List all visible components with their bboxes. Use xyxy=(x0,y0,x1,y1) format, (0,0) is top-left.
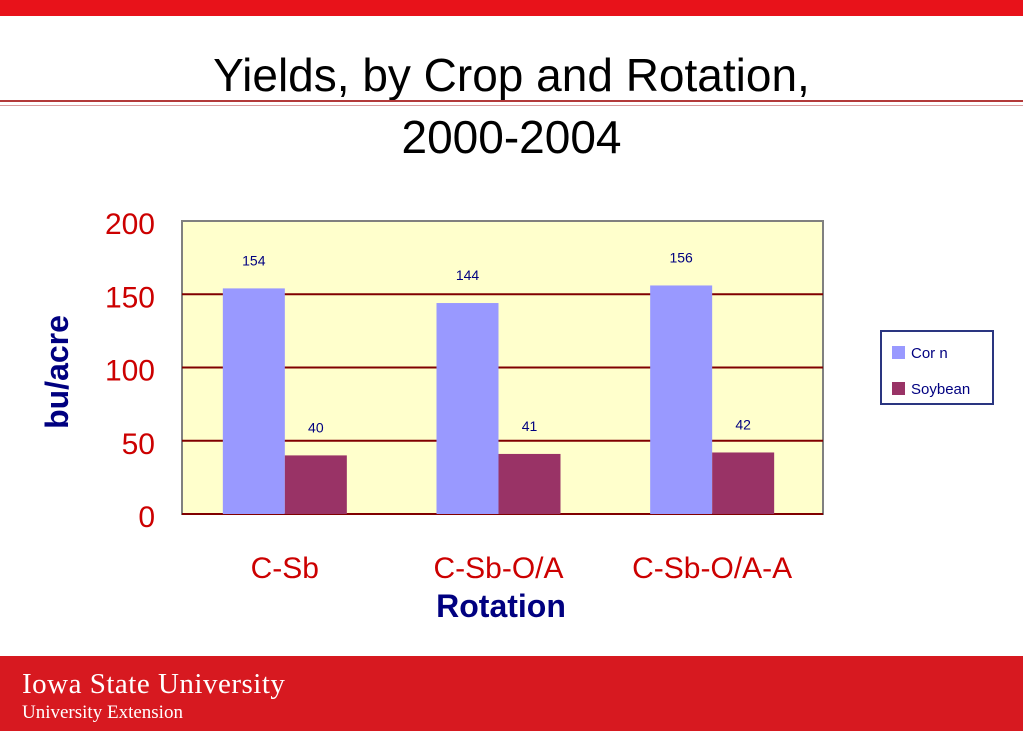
footer-band: Iowa State University University Extensi… xyxy=(0,656,1023,731)
extension-text: University Extension xyxy=(22,702,183,723)
top-red-band xyxy=(0,0,1023,16)
bar-soybean xyxy=(712,452,775,514)
legend-label-soybean: Soybean xyxy=(911,381,970,398)
bar-value-label: 41 xyxy=(522,418,538,434)
bar-corn xyxy=(222,288,285,514)
slide-title-line-1: Yields, by Crop and Rotation, xyxy=(213,49,810,101)
slide-title: Yields, by Crop and Rotation, 2000-2004 xyxy=(0,44,1023,168)
bar-soybean xyxy=(498,453,561,514)
x-tick-labels: C-Sb C-Sb-O/A C-Sb-O/A-A xyxy=(251,552,793,585)
slide-title-line-2: 2000-2004 xyxy=(401,111,622,163)
bar-corn xyxy=(650,285,713,514)
legend-swatch-soybean xyxy=(892,382,905,395)
university-logo-text: Iowa State University xyxy=(22,668,286,700)
bar-value-label: 156 xyxy=(669,249,693,265)
y-tick-labels: 0 50 100 150 200 xyxy=(105,208,155,534)
bar-corn xyxy=(436,303,499,514)
bar-chart: 154 40 144 41 156 42 0 50 100 150 200 C-Sb C-Sb-O/… xyxy=(39,208,994,624)
legend-swatch-corn xyxy=(892,346,905,359)
legend-label-corn: Cor n xyxy=(911,345,948,362)
bar-value-label: 154 xyxy=(242,252,266,268)
legend: Cor n Soybean xyxy=(880,330,994,405)
x-tick-label: C-Sb xyxy=(251,552,319,585)
bars xyxy=(222,285,775,514)
x-tick-label: C-Sb-O/A-A xyxy=(632,552,792,585)
bar-value-labels: 154 40 144 41 156 42 xyxy=(242,249,751,435)
y-tick-label: 100 xyxy=(105,355,155,388)
bar-value-label: 144 xyxy=(456,267,480,283)
y-axis-title: bu/acre xyxy=(39,315,75,429)
bar-soybean xyxy=(284,455,347,514)
bar-value-label: 40 xyxy=(308,419,324,435)
title-rule-thin xyxy=(0,105,1023,106)
y-tick-label: 50 xyxy=(122,428,155,461)
bar-value-label: 42 xyxy=(735,416,751,432)
title-rule xyxy=(0,100,1023,102)
x-tick-label: C-Sb-O/A xyxy=(433,552,563,585)
y-tick-label: 0 xyxy=(138,501,155,534)
y-tick-label: 200 xyxy=(105,208,155,241)
x-axis-title: Rotation xyxy=(436,588,566,624)
y-tick-label: 150 xyxy=(105,281,155,314)
